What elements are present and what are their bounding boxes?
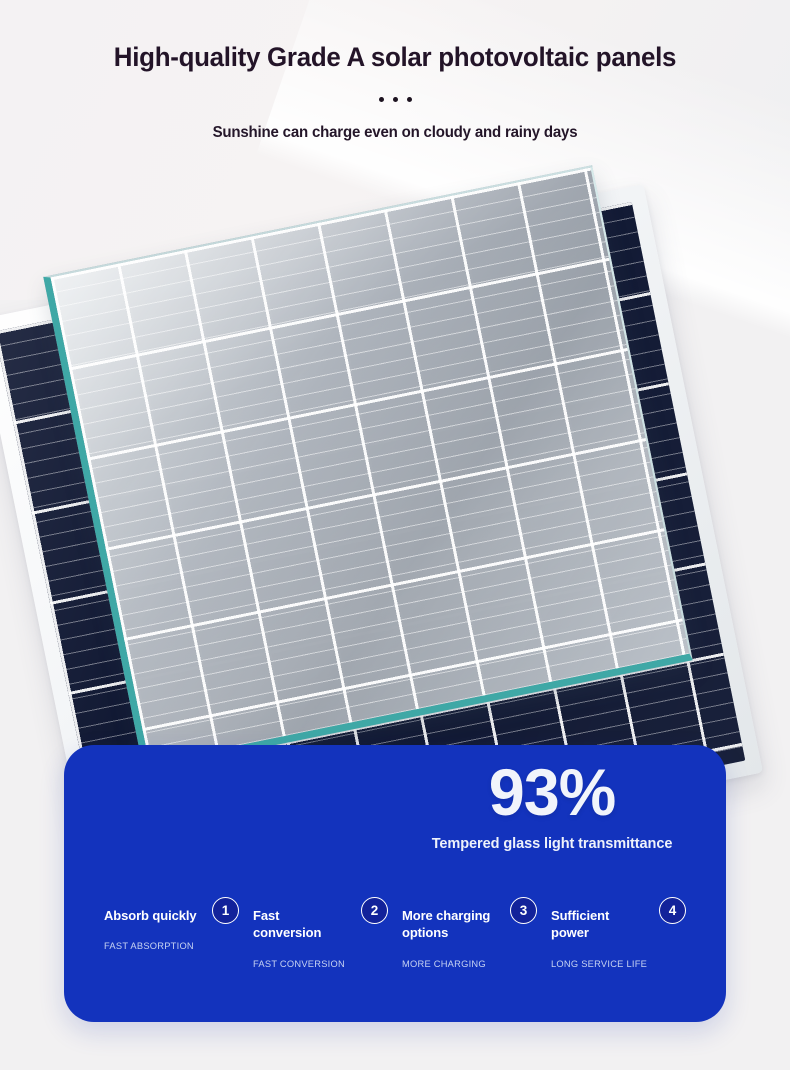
glass-gloss-highlight — [50, 167, 690, 764]
feature-caption: MORE CHARGING — [402, 959, 486, 970]
feature-title: Absorb quickly — [104, 907, 197, 923]
stat-value: 93% — [488, 755, 617, 829]
stat-caption: Tempered glass light transmittance — [431, 835, 673, 852]
feature-item-sufficient-power: Sufficient power 4 LONG SERVICE LIFE — [551, 896, 700, 970]
feature-item-more-charging-options: More charging options 3 MORE CHARGING — [402, 896, 551, 970]
feature-number-badge: 4 — [659, 896, 686, 924]
feature-caption: LONG SERVICE LIFE — [551, 959, 648, 970]
page-subtitle: Sunshine can charge even on cloudy and r… — [212, 124, 578, 141]
feature-title: More charging options — [402, 907, 491, 941]
stat-block: 93% Tempered glass light transmittance — [428, 759, 676, 852]
feature-item-absorb-quickly: Absorb quickly 1 FAST ABSORPTION — [104, 896, 253, 953]
feature-title: Fast conversion — [253, 907, 322, 941]
feature-number-badge: 2 — [361, 896, 388, 924]
feature-list: Absorb quickly 1 FAST ABSORPTION Fast co… — [104, 896, 700, 970]
feature-caption: FAST CONVERSION — [253, 959, 345, 970]
feature-card: 93% Tempered glass light transmittance A… — [64, 745, 726, 1022]
feature-title: Sufficient power — [551, 907, 610, 941]
page-title: High-quality Grade A solar photovoltaic … — [113, 42, 677, 72]
feature-number-badge: 1 — [212, 896, 239, 924]
feature-number-badge: 3 — [510, 896, 537, 924]
feature-item-fast-conversion: Fast conversion 2 FAST CONVERSION — [253, 896, 402, 970]
feature-caption: FAST ABSORPTION — [104, 941, 194, 953]
header: High-quality Grade A solar photovoltaic … — [0, 0, 790, 142]
